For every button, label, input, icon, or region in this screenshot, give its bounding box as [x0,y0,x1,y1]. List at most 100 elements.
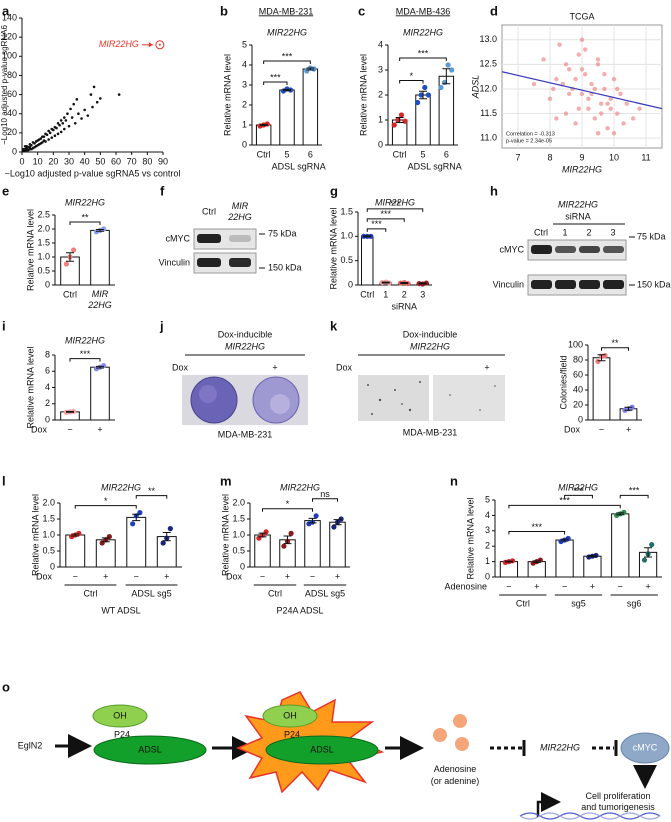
y-tick-label: 4 [45,382,50,392]
data-point [89,93,93,96]
y-axis-label: Relative mRNA level [358,54,368,136]
error-bar [96,229,104,232]
panel-label: l [2,473,6,488]
y-tick-label: 80 [7,70,17,80]
error-bar [624,406,633,411]
data-point [26,148,30,152]
condition-label: + [272,362,277,372]
error-bar [363,235,372,238]
error-bar [504,560,513,563]
band [603,246,624,253]
data-point [80,117,83,120]
data-point [22,147,25,151]
x-tick-label: − [260,571,265,581]
data-point [34,140,38,143]
protein-label: cMYC [166,233,191,243]
footer-label: WT ADSL [101,605,140,615]
y-axis-label: Relative mRNA level [222,54,232,136]
data-point [595,57,601,62]
y-tick-label: 12.5 [479,59,497,69]
diagram-o: o EglN2 OH P24 ADSL OH P24 ADSL Adenosin… [2,679,670,820]
node-label: OH [113,710,127,720]
error-bar [644,547,653,558]
error-bar [442,68,451,85]
error-bar [71,533,80,537]
data-point [531,81,537,87]
data-point [425,92,431,98]
group-label: ADSL sgRNA [408,161,462,171]
y-tick-label: 0 [12,146,17,156]
node-label-line: Adenosine [434,764,477,774]
blot-h: h MIR22HG siRNA Ctrl 1 2 3 cMYC Vinculin… [490,183,671,296]
colony-dots [367,381,496,415]
significance-bracket [263,60,311,64]
data-point [167,526,173,532]
panel-label: j [159,318,164,333]
significance-label: *** [418,48,429,58]
data-point [95,100,99,104]
y-tick-label: 20 [573,399,583,409]
data-point [61,121,65,125]
data-point [64,119,68,122]
x-tick-label: + [626,424,631,434]
panel-j: j Dox-inducible MIR22HG Dox + MDA-MB-231 [159,318,308,439]
y-tick-label: 2.0 [42,497,55,507]
data-point [33,145,36,149]
data-point [331,524,337,530]
error-bar [532,560,541,563]
data-point [25,144,29,148]
significance-label: *** [390,199,401,209]
bar [555,539,574,578]
band [197,234,221,243]
panel-label: k [330,318,338,333]
chart-title: MIR22HG [101,482,141,492]
y-tick-label: 0 [242,139,247,149]
y-tick-label: 1.5 [42,513,55,523]
data-point [637,106,642,111]
dna-strand [519,812,661,820]
x-tick-label: + [103,571,108,581]
data-point [611,76,617,82]
data-point [69,107,72,111]
y-tick-label: 2.0 [37,223,50,233]
x-tick-label: − [134,571,139,581]
y-axis-label: ADSL [470,75,480,100]
y-tick-label: 4 [378,39,383,49]
y-axis-label: Relative mRNA level [25,346,35,428]
band [579,246,600,253]
data-point [77,112,80,116]
y-tick-label: 0 [50,561,55,571]
data-point [605,101,610,106]
significance-label: * [286,499,290,509]
condition-label: + [484,362,489,372]
protein-label: Vinculin [493,279,524,289]
error-bar [132,513,141,522]
data-point [391,122,397,128]
bar [90,366,110,421]
row-label: Adenosine [444,581,487,591]
y-tick-label: 80 [573,354,583,364]
y-tick-label: 0.5 [37,265,50,275]
significance-bracket [508,504,621,509]
micrograph [433,375,505,421]
data-point [422,84,428,91]
significance-label: * [104,496,108,506]
x-tick-label: 0 [19,156,24,166]
marker-label: 150 kDa [268,262,302,272]
panel-label: d [490,3,498,18]
y-tick-label: 120 [2,32,17,42]
y-axis-label: Relative mRNA level [30,494,40,576]
data-point [91,105,94,109]
data-point [398,112,405,118]
data-point [288,530,294,537]
treatment-label: MIR22HG [558,199,598,209]
chart-title: TCGA [569,11,594,21]
data-point [445,62,451,68]
x-tick-label: − [67,424,72,434]
data-point [53,125,57,129]
x-tick-label: + [285,571,290,581]
lane-label: 3 [610,227,615,237]
data-point [75,98,79,101]
marker-label: 75 kDa [637,231,666,241]
